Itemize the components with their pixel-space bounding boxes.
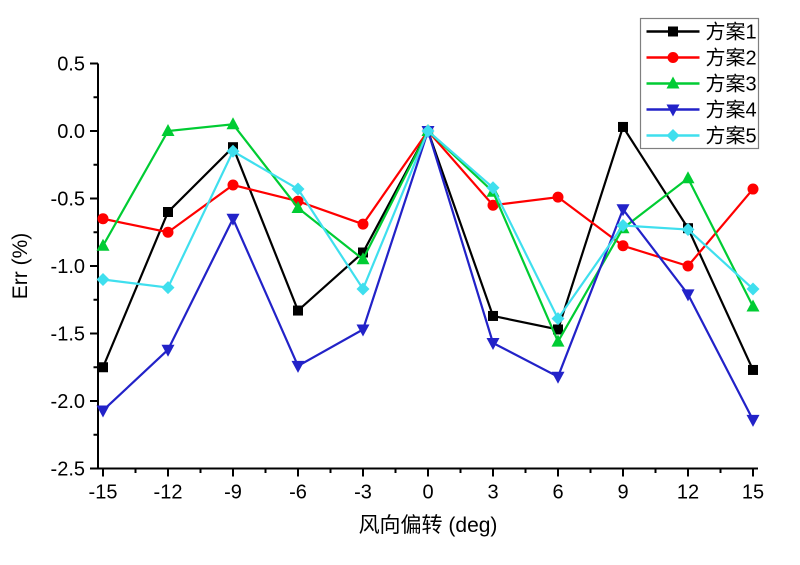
series-3-marker: [226, 117, 240, 130]
x-tick-label: 9: [617, 482, 628, 504]
axis-labels: 风向偏转 (deg) Err (%): [9, 233, 497, 537]
legend-item-label-1: 方案1: [706, 21, 757, 44]
series-2-marker: [682, 260, 694, 272]
y-axis-title: Err (%): [9, 233, 32, 300]
x-tick-label: -12: [154, 482, 183, 504]
x-tick-label: -15: [89, 482, 118, 504]
series-2-marker: [227, 179, 239, 191]
legend-marker-2: [667, 52, 679, 63]
legend-item-label-4: 方案4: [706, 99, 757, 122]
series-4-marker: [746, 414, 760, 427]
x-tick-label: 6: [552, 482, 563, 504]
legend-item-4: 方案4: [646, 99, 757, 122]
series-4-marker: [226, 213, 240, 226]
series-1-marker: [748, 364, 758, 375]
series-3-marker: [161, 124, 175, 136]
legend-item-label-2: 方案2: [706, 47, 757, 70]
series-4-marker: [356, 324, 370, 337]
legend-marker-3: [666, 76, 680, 89]
series-3-marker: [356, 252, 370, 265]
legend-item-5: 方案5: [646, 125, 757, 148]
y-tick-label: -2.5: [51, 459, 85, 481]
series-2-marker: [487, 199, 499, 211]
y-tick-label: -0.5: [51, 189, 85, 211]
x-tick-label: 15: [742, 482, 764, 504]
legend-item-label-3: 方案3: [706, 73, 757, 96]
series-5-marker: [291, 182, 305, 196]
series-5-marker: [161, 281, 175, 295]
x-tick-label: -3: [354, 482, 372, 504]
series-2-marker: [617, 240, 629, 252]
series-2-marker: [357, 218, 369, 230]
series-3-line: [102, 123, 754, 345]
x-tick-label: 12: [677, 482, 699, 504]
series-2-marker: [97, 213, 109, 225]
series-4-line: [102, 127, 754, 421]
series-5-marker: [226, 144, 240, 158]
series-4-marker: [616, 204, 630, 217]
series-3: [96, 117, 760, 347]
series-3-marker: [291, 200, 305, 213]
series-2-marker: [552, 191, 564, 203]
series-3-marker: [96, 238, 110, 251]
x-tick-label: 0: [422, 482, 433, 504]
series-4-marker: [681, 289, 695, 302]
series-5-marker: [356, 282, 370, 296]
series-1-marker: [163, 207, 173, 217]
legend-item-3: 方案3: [646, 73, 757, 96]
series-4-marker: [551, 371, 565, 384]
series-1-marker: [293, 305, 303, 316]
series-5-marker: [551, 312, 565, 326]
series-5-marker: [681, 223, 695, 237]
legend-marker-1: [668, 26, 678, 37]
series-3-marker: [746, 299, 760, 312]
series-5-line: [102, 129, 754, 321]
x-axis-title: 风向偏转 (deg): [359, 514, 498, 537]
series-5-marker: [746, 282, 760, 296]
series-1-marker: [98, 362, 108, 373]
legend-marker-5: [666, 129, 680, 142]
series-5: [96, 124, 760, 326]
series-5-marker: [421, 124, 435, 138]
legend-marker-4: [666, 104, 680, 117]
x-tick-label: -9: [224, 482, 242, 504]
series-1-marker: [488, 310, 498, 321]
series-2-line: [102, 129, 754, 268]
x-tick-label: -6: [289, 482, 307, 504]
legend-item-label-5: 方案5: [706, 125, 757, 148]
series-4-marker: [486, 337, 500, 350]
y-tick-label: -1.5: [51, 324, 85, 346]
series-1: [98, 121, 758, 375]
legend-item-2: 方案2: [646, 47, 757, 70]
series-5-marker: [486, 181, 500, 195]
series-1-marker: [618, 121, 628, 132]
series-2-marker: [747, 183, 759, 195]
x-tick-label: 3: [487, 482, 498, 504]
series-5-marker: [96, 273, 110, 286]
series-4-marker: [96, 405, 110, 418]
series-3-marker: [681, 171, 695, 184]
series-layer: [96, 117, 760, 427]
y-tick-label: -1.0: [51, 256, 85, 278]
series-5-marker: [616, 219, 630, 232]
series-2-marker: [162, 226, 174, 238]
y-tick-label: 0.0: [57, 121, 85, 143]
y-tick-label: -2.0: [51, 391, 85, 413]
series-4-marker: [291, 360, 305, 373]
series-4: [96, 126, 760, 427]
y-tick-label: 0.5: [57, 54, 85, 76]
series-1-marker: [553, 324, 563, 335]
series-4-marker: [161, 344, 175, 357]
series-3-marker: [551, 334, 565, 347]
axes: -15 -12 -9 -6 -3 0 3 6 9 12 15 0.5 0.0 -0.5 -1.0 -1.5 -2…: [51, 54, 765, 504]
legend: 方案1 方案2 方案3 方案4 方案5: [639, 17, 760, 150]
legend-item-1: 方案1: [646, 21, 757, 44]
series-1-line: [101, 124, 754, 371]
